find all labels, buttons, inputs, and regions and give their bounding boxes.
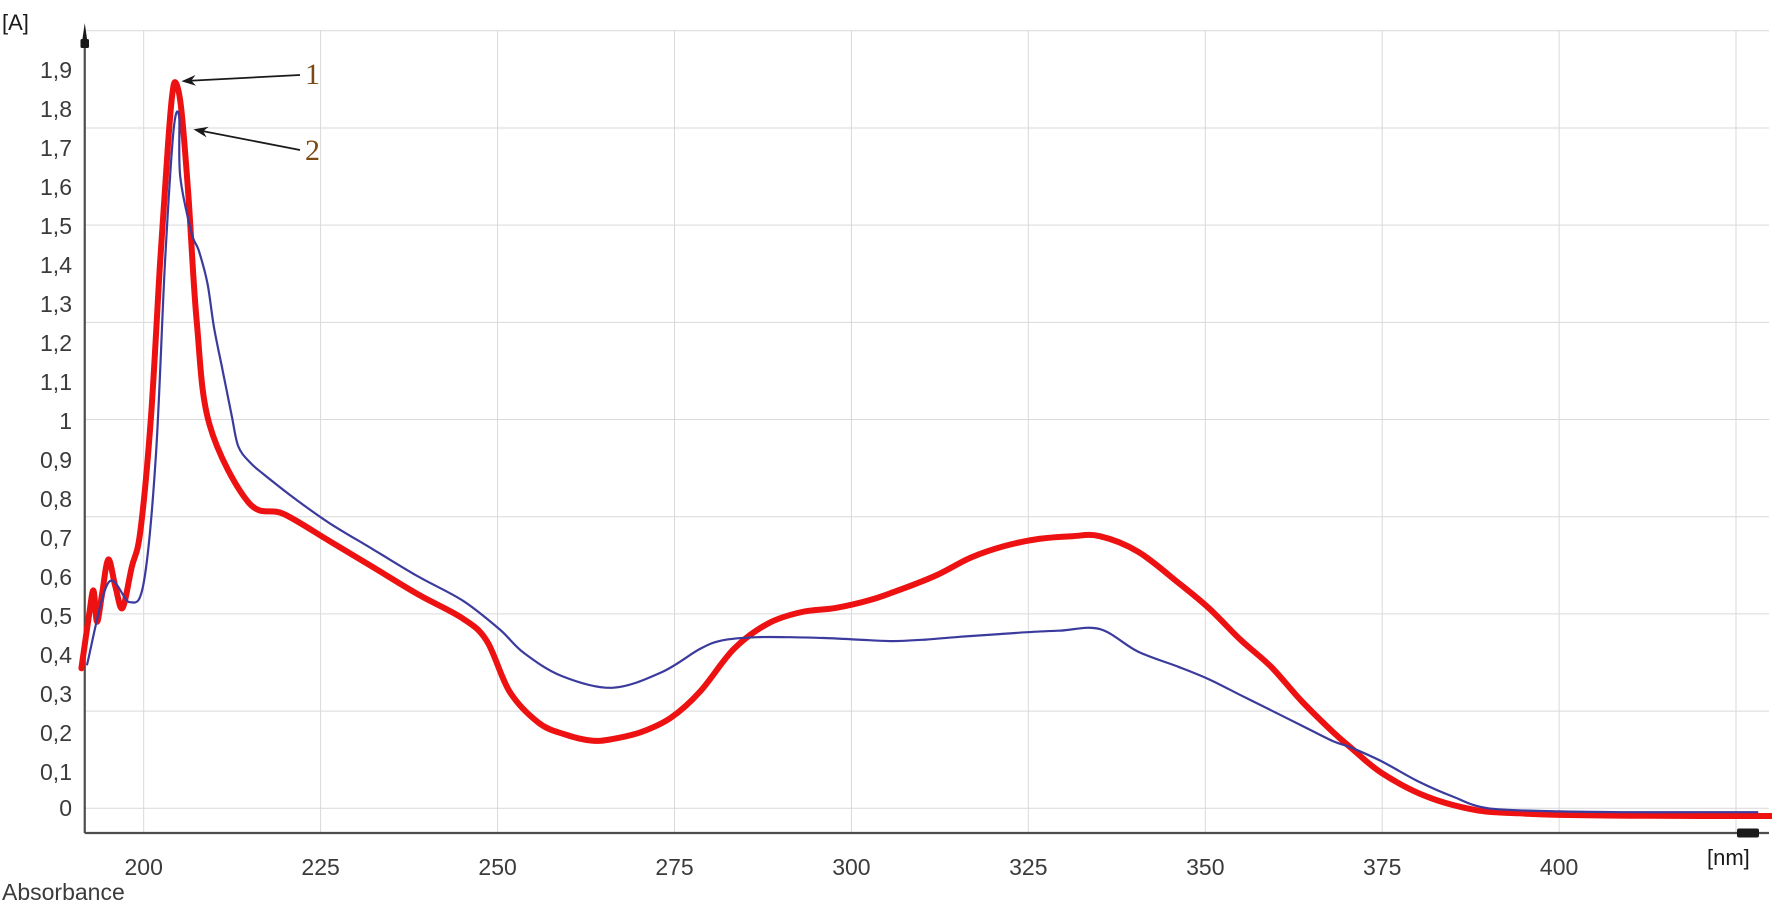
- svg-text:1,7: 1,7: [40, 135, 72, 161]
- svg-text:0,6: 0,6: [40, 564, 72, 590]
- svg-text:275: 275: [655, 854, 693, 880]
- svg-text:1,8: 1,8: [40, 96, 72, 122]
- svg-text:1,9: 1,9: [40, 57, 72, 83]
- svg-text:250: 250: [478, 854, 516, 880]
- svg-text:325: 325: [1009, 854, 1047, 880]
- svg-text:1,1: 1,1: [40, 369, 72, 395]
- svg-text:0,8: 0,8: [40, 486, 72, 512]
- svg-text:1,4: 1,4: [40, 252, 72, 278]
- svg-text:0,3: 0,3: [40, 681, 72, 707]
- svg-text:225: 225: [301, 854, 339, 880]
- svg-text:0,7: 0,7: [40, 525, 72, 551]
- svg-text:375: 375: [1363, 854, 1401, 880]
- svg-text:[A]: [A]: [2, 10, 29, 35]
- svg-text:1,5: 1,5: [40, 213, 72, 239]
- svg-text:1,2: 1,2: [40, 330, 72, 356]
- svg-text:350: 350: [1186, 854, 1224, 880]
- svg-text:0,1: 0,1: [40, 759, 72, 785]
- svg-text:0,9: 0,9: [40, 447, 72, 473]
- svg-text:400: 400: [1540, 854, 1578, 880]
- svg-text:1: 1: [59, 408, 72, 434]
- svg-text:0,2: 0,2: [40, 720, 72, 746]
- svg-text:0,5: 0,5: [40, 603, 72, 629]
- svg-text:0,4: 0,4: [40, 642, 72, 668]
- svg-text:1,6: 1,6: [40, 174, 72, 200]
- svg-text:1,3: 1,3: [40, 291, 72, 317]
- svg-text:200: 200: [125, 854, 163, 880]
- svg-text:[nm]: [nm]: [1707, 845, 1750, 870]
- svg-text:1: 1: [305, 58, 320, 91]
- svg-text:0: 0: [59, 795, 72, 821]
- svg-text:300: 300: [832, 854, 870, 880]
- svg-text:2: 2: [305, 134, 320, 167]
- svg-text:Absorbance: Absorbance: [2, 879, 125, 905]
